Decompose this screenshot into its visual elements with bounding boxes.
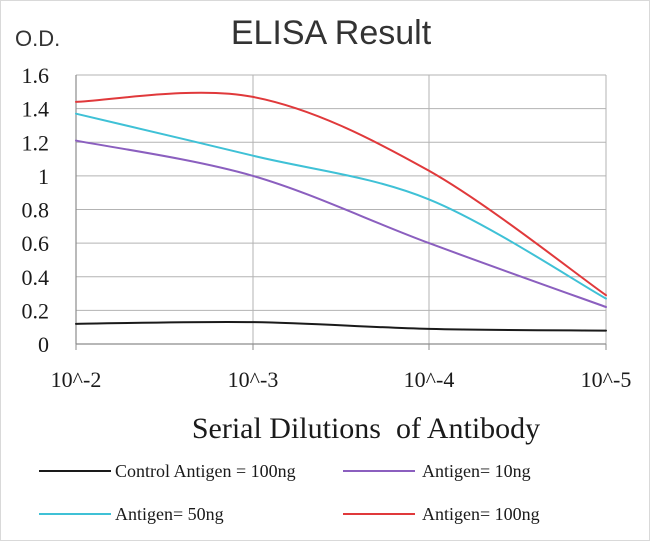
series-lines [75,91,607,332]
x-tick-label-0: 10^-2 [51,367,102,392]
series-line-2 [75,112,607,300]
series-line-3 [75,91,607,297]
legend-label-1: Antigen= 10ng [422,461,531,481]
x-tick-labels: 10^-2 10^-3 10^-4 10^-5 [51,367,632,392]
y-tick-label-3: 0.6 [22,231,50,256]
x-tick-label-3: 10^-5 [581,367,632,392]
legend: Control Antigen = 100ng Antigen= 10ng Anti… [39,461,540,524]
chart-title: ELISA Result [231,14,432,52]
y-tick-label-6: 1.2 [22,130,50,155]
y-tick-label-0: 0 [38,332,49,357]
x-tick-label-2: 10^-4 [404,367,455,392]
y-tick-label-8: 1.6 [22,63,50,88]
y-tick-labels: 0 0.2 0.4 0.6 0.8 1 1.2 1.4 1.6 [22,63,50,357]
x-axis-label: Serial Dilutions of Antibody [192,412,540,445]
y-tick-label-1: 0.2 [22,298,50,323]
series-line-0 [75,320,607,332]
legend-label-3: Antigen= 100ng [422,504,540,524]
grid-lines [75,74,607,345]
series-line-1 [75,139,607,308]
y-tick-label-4: 0.8 [22,198,50,223]
legend-label-2: Antigen= 50ng [115,504,224,524]
y-tick-label-2: 0.4 [22,265,50,290]
y-axis-label: O.D. [15,26,60,51]
x-tick-label-1: 10^-3 [228,367,279,392]
y-tick-label-7: 1.4 [22,97,50,122]
legend-label-0: Control Antigen = 100ng [115,461,296,481]
y-tick-label-5: 1 [38,164,49,189]
axes [75,75,607,350]
